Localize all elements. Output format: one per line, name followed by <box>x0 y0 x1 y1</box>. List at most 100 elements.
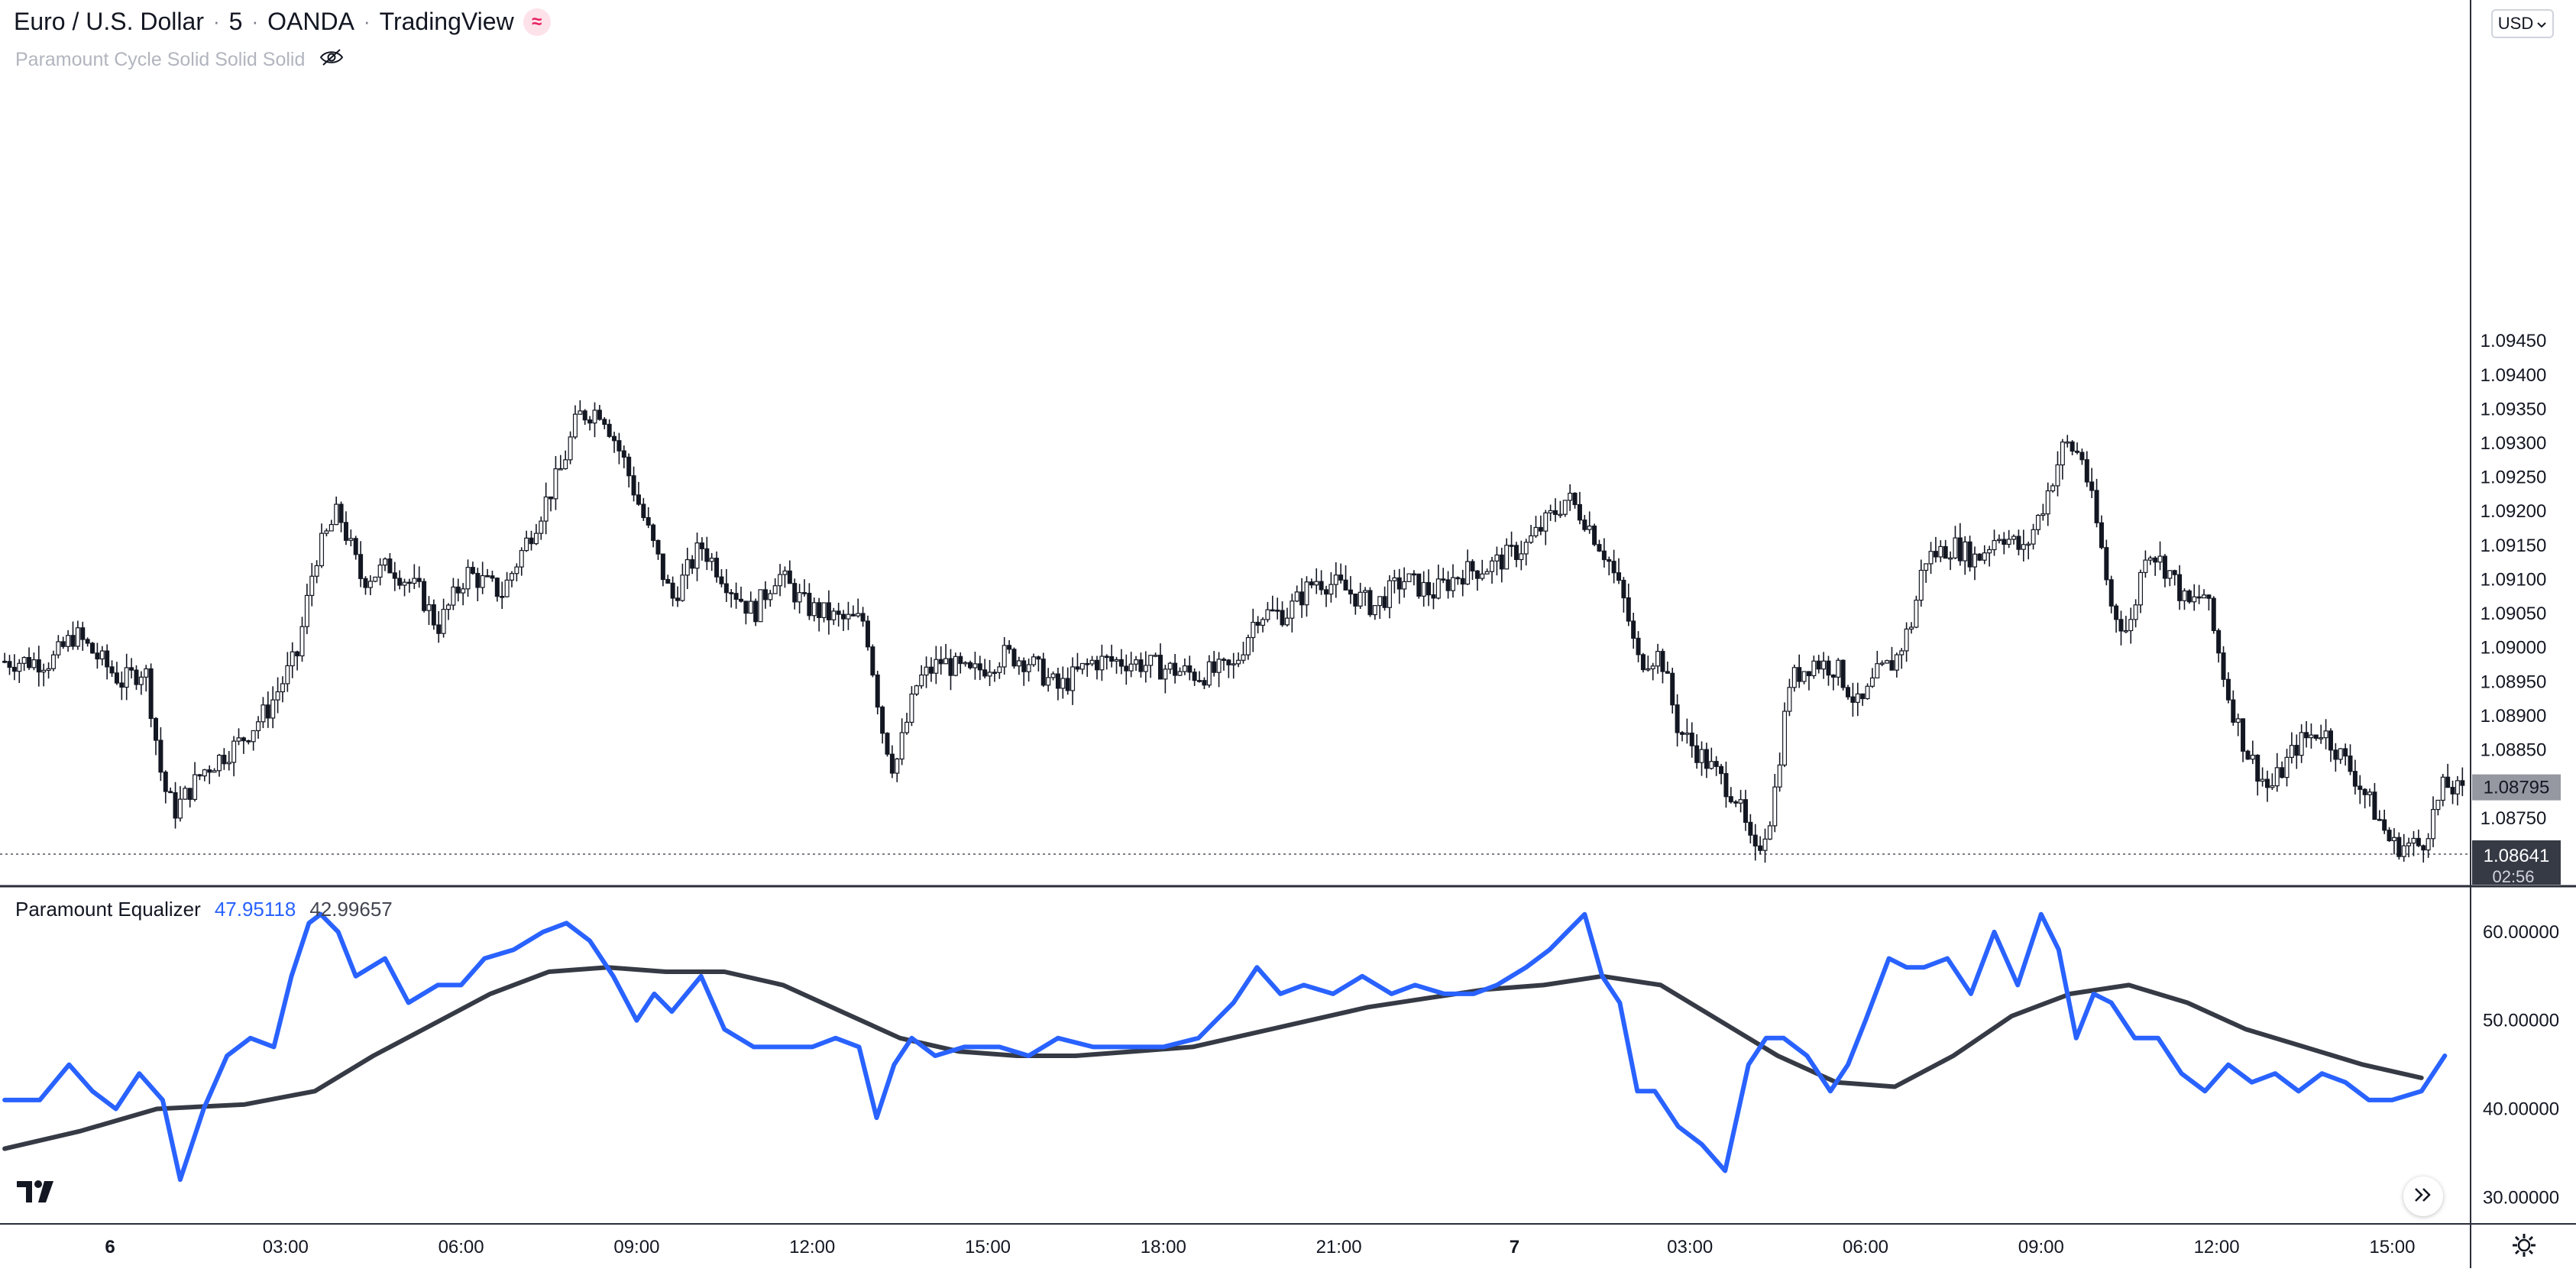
symbol-name[interactable]: Euro / U.S. Dollar <box>14 8 204 35</box>
candle-body <box>138 676 144 685</box>
equalizer-axis[interactable]: 60.00000 50.00000 40.00000 30.00000 <box>2483 922 2559 1208</box>
candle-body <box>500 595 505 598</box>
platform-label: TradingView <box>379 8 514 35</box>
candle-body <box>236 737 241 742</box>
candle-body <box>1543 512 1549 532</box>
candle-body <box>875 674 880 708</box>
interval-label[interactable]: 5 <box>228 8 243 35</box>
candle-body <box>592 409 597 424</box>
overlay-indicator-legend[interactable]: Paramount Cycle Solid Solid Solid <box>15 47 345 73</box>
candle-body <box>2289 745 2294 758</box>
price-tick-label: 1.08850 <box>2481 740 2547 761</box>
candle-body <box>431 604 436 626</box>
market-status-icon[interactable]: ≈ <box>523 8 551 36</box>
symbol-header[interactable]: Euro / U.S. Dollar · 5 · OANDA · Trading… <box>14 8 551 36</box>
candle-body <box>358 554 364 579</box>
candle-body <box>1031 656 1037 665</box>
candle-body <box>1387 580 1392 608</box>
candle-body <box>977 663 982 671</box>
candle-body <box>183 788 188 800</box>
candle-body <box>1372 605 1377 616</box>
candle-body <box>1314 581 1319 586</box>
candle-body <box>641 503 646 519</box>
candle-body <box>41 669 47 673</box>
candle-body <box>768 593 773 600</box>
candle-body <box>1435 578 1441 599</box>
candle-body <box>968 662 973 668</box>
candle-body <box>1406 573 1412 582</box>
candle-body <box>1816 660 1821 670</box>
candle-body <box>2328 730 2333 751</box>
candle-body <box>154 717 159 741</box>
candle-body <box>1650 665 1655 670</box>
time-tick-label: 6 <box>105 1237 115 1257</box>
candle-body <box>1075 666 1080 670</box>
candle-body <box>719 576 724 584</box>
price-axis[interactable]: 1.09450 1.09400 1.09350 1.09300 1.09250 1.092… <box>2481 331 2547 863</box>
candle-body <box>841 613 846 620</box>
candle-body <box>1631 620 1636 639</box>
candle-body <box>1607 558 1612 562</box>
candle-body <box>2055 464 2060 487</box>
time-tick-label: 09:00 <box>2018 1237 2064 1257</box>
price-tick-label: 1.09200 <box>2481 501 2547 522</box>
candle-body <box>1738 799 1743 804</box>
candle-body <box>2192 596 2197 603</box>
time-tick-label: 03:00 <box>1667 1237 1713 1257</box>
candle-body <box>2284 756 2290 778</box>
candle-body <box>850 613 856 617</box>
candle-body <box>2274 767 2280 787</box>
tradingview-logo-icon[interactable] <box>12 1173 61 1210</box>
candle-body <box>2426 838 2431 851</box>
candle-body <box>963 662 968 665</box>
candle-body <box>1806 671 1811 677</box>
price-tick-label: 1.09400 <box>2481 365 2547 386</box>
candle-body <box>2167 570 2173 579</box>
candle-body <box>553 468 558 500</box>
candle-body <box>1348 589 1353 595</box>
chevron-down-icon <box>2536 14 2547 34</box>
candle-body <box>1070 666 1076 691</box>
candle-body <box>2118 619 2124 632</box>
equalizer-title[interactable]: Paramount Equalizer <box>15 898 201 921</box>
candle-body <box>753 600 759 623</box>
candle-body <box>2 660 8 663</box>
candle-body <box>2177 574 2183 601</box>
candle-body <box>373 576 378 582</box>
candle-body <box>2440 776 2445 801</box>
time-axis[interactable]: 6 03:00 06:00 09:00 12:00 15:00 18:00 21:00 7 03:… <box>105 1237 2415 1257</box>
candle-body <box>168 791 173 794</box>
candle-body <box>1509 545 1514 547</box>
candle-body <box>397 578 403 586</box>
candle-body <box>690 559 695 569</box>
candle-body <box>2040 513 2046 516</box>
candle-body <box>2157 555 2163 563</box>
candle-body <box>436 624 442 634</box>
currency-selector[interactable]: USD <box>2491 9 2554 38</box>
candle-body <box>699 542 704 549</box>
overlay-indicator-name[interactable]: Paramount Cycle Solid Solid Solid <box>15 49 306 70</box>
candle-body <box>2343 748 2348 757</box>
candle-body <box>651 524 656 542</box>
candle-body <box>1251 621 1256 639</box>
candle-body <box>1109 655 1115 662</box>
candle-body <box>1134 659 1139 665</box>
candle-body <box>1904 628 1909 652</box>
candle-body <box>353 538 358 555</box>
candle-body <box>2421 845 2426 851</box>
scroll-to-realtime-button[interactable] <box>2403 1177 2443 1216</box>
candle-body <box>826 602 831 620</box>
candle-body <box>1484 571 1490 575</box>
eye-hidden-icon[interactable] <box>319 47 345 73</box>
gear-icon[interactable] <box>2507 1228 2541 1262</box>
equalizer-legend[interactable]: Paramount Equalizer 47.95118 42.99657 <box>15 898 393 921</box>
price-tick-label: 1.09050 <box>2481 604 2547 624</box>
candle-body <box>1221 659 1226 662</box>
candle-body <box>343 522 348 541</box>
candle-body <box>2358 785 2363 790</box>
candle-body <box>2406 842 2412 846</box>
candle-body <box>105 650 110 668</box>
candle-body <box>1377 596 1383 607</box>
